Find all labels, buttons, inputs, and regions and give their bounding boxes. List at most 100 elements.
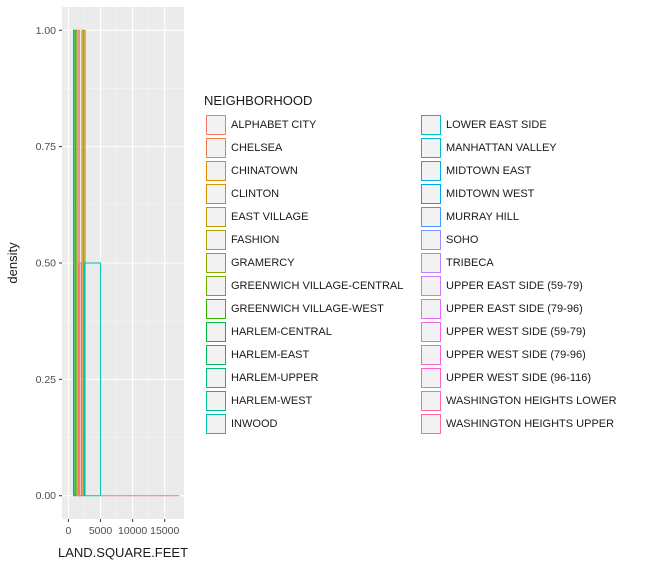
legend-item-label: UPPER EAST SIDE (79-96)	[446, 302, 583, 315]
legend-item-label: UPPER WEST SIDE (96-116)	[446, 371, 592, 384]
legend-key-swatch	[421, 367, 441, 388]
legend-item-murray-hill: MURRAY HILL	[421, 205, 617, 228]
legend-item-label: GREENWICH VILLAGE-WEST	[231, 302, 384, 315]
legend-column-left: ALPHABET CITY CHELSEA CHINATOWN CLINTON EAST…	[206, 113, 403, 435]
legend-item-tribeca: TRIBECA	[421, 251, 617, 274]
bar-upper-west-side-96-116	[78, 262, 82, 497]
legend-item-clinton: CLINTON	[206, 182, 403, 205]
legend-key-swatch	[421, 137, 441, 158]
legend-key-swatch	[206, 137, 226, 158]
legend-item-label: FASHION	[231, 233, 280, 246]
legend-item-label: WASHINGTON HEIGHTS LOWER	[446, 394, 617, 407]
legend-item-upper-west-side-59-79: UPPER WEST SIDE (59-79)	[421, 320, 617, 343]
legend-item-harlem-east: HARLEM-EAST	[206, 343, 403, 366]
legend-key-swatch	[421, 344, 441, 365]
y-tick-label: 1.00	[36, 25, 57, 37]
legend-key-swatch	[421, 183, 441, 204]
legend-item-label: MANHATTAN VALLEY	[446, 141, 557, 154]
legend-item-harlem-west: HARLEM-WEST	[206, 389, 403, 412]
legend-item-lower-east-side: LOWER EAST SIDE	[421, 113, 617, 136]
legend-key-swatch	[421, 298, 441, 319]
legend-item-chelsea: CHELSEA	[206, 136, 403, 159]
x-tick-label: 5000	[89, 525, 113, 537]
legend-item-label: GRAMERCY	[231, 256, 295, 269]
legend-key-swatch	[421, 114, 441, 135]
legend-item-chinatown: CHINATOWN	[206, 159, 403, 182]
bar-harlem-central	[73, 29, 76, 497]
legend-item-fashion: FASHION	[206, 228, 403, 251]
legend-key-swatch	[421, 275, 441, 296]
y-axis-label: density	[5, 242, 20, 284]
legend-key-swatch	[206, 344, 226, 365]
y-tick-label: 0.00	[36, 490, 57, 502]
legend-item-label: WASHINGTON HEIGHTS UPPER	[446, 417, 615, 430]
bar-greenwich-village-central	[74, 29, 78, 497]
legend-item-label: INWOOD	[231, 417, 278, 430]
legend-item-label: HARLEM-EAST	[231, 348, 310, 361]
legend-key-swatch	[206, 114, 226, 135]
legend-item-label: UPPER WEST SIDE (79-96)	[446, 348, 586, 361]
bar-inwood	[83, 262, 102, 497]
legend-item-label: MURRAY HILL	[446, 210, 519, 223]
legend-item-label: EAST VILLAGE	[231, 210, 309, 223]
legend-item-label: MIDTOWN WEST	[446, 187, 535, 200]
legend-item-upper-east-side-59-79: UPPER EAST SIDE (59-79)	[421, 274, 617, 297]
legend-item-label: HARLEM-CENTRAL	[231, 325, 332, 338]
legend-item-manhattan-valley: MANHATTAN VALLEY	[421, 136, 617, 159]
legend-item-label: CHINATOWN	[231, 164, 298, 177]
legend-item-midtown-east: MIDTOWN EAST	[421, 159, 617, 182]
legend-title: NEIGHBORHOOD	[204, 93, 313, 108]
y-tick-label: 0.25	[36, 374, 57, 386]
legend-item-soho: SOHO	[421, 228, 617, 251]
legend-item-upper-east-side-79-96: UPPER EAST SIDE (79-96)	[421, 297, 617, 320]
legend-item-upper-west-side-79-96: UPPER WEST SIDE (79-96)	[421, 343, 617, 366]
legend-item-label: UPPER EAST SIDE (59-79)	[446, 279, 583, 292]
legend-key-swatch	[206, 413, 226, 434]
legend-key-swatch	[421, 206, 441, 227]
legend-key-swatch	[206, 252, 226, 273]
legend-key-swatch	[206, 298, 226, 319]
legend-key-swatch	[206, 160, 226, 181]
legend-item-midtown-west: MIDTOWN WEST	[421, 182, 617, 205]
y-tick-label: 0.50	[36, 258, 57, 270]
x-tick-label: 15000	[150, 525, 179, 537]
legend-item-label: CLINTON	[231, 187, 280, 200]
legend-key-swatch	[421, 321, 441, 342]
legend-key-swatch	[421, 390, 441, 411]
legend-column-right: LOWER EAST SIDE MANHATTAN VALLEY MIDTOWN E…	[421, 113, 617, 435]
legend-item-washington-heights-upper: WASHINGTON HEIGHTS UPPER	[421, 412, 617, 435]
y-tick-label: 0.75	[36, 141, 57, 153]
legend-item-label: CHELSEA	[231, 141, 283, 154]
legend-item-gramercy: GRAMERCY	[206, 251, 403, 274]
legend-item-label: HARLEM-UPPER	[231, 371, 319, 384]
legend-key-swatch	[206, 206, 226, 227]
legend-key-swatch	[206, 275, 226, 296]
legend-key-swatch	[421, 229, 441, 250]
legend-item-label: ALPHABET CITY	[231, 118, 317, 131]
legend-item-harlem-central: HARLEM-CENTRAL	[206, 320, 403, 343]
legend-item-washington-heights-lower: WASHINGTON HEIGHTS LOWER	[421, 389, 617, 412]
legend-item-upper-west-side-96-116: UPPER WEST SIDE (96-116)	[421, 366, 617, 389]
legend-key-swatch	[206, 183, 226, 204]
x-axis-label: LAND.SQUARE.FEET	[58, 545, 188, 560]
legend-item-alphabet-city: ALPHABET CITY	[206, 113, 403, 136]
legend-item-label: LOWER EAST SIDE	[446, 118, 547, 131]
legend-item-label: HARLEM-WEST	[231, 394, 313, 407]
legend-item-east-village: EAST VILLAGE	[206, 205, 403, 228]
legend-item-greenwich-village-west: GREENWICH VILLAGE-WEST	[206, 297, 403, 320]
legend-item-label: TRIBECA	[446, 256, 494, 269]
legend-key-swatch	[206, 367, 226, 388]
bar-clinton	[81, 29, 84, 497]
legend-item-label: UPPER WEST SIDE (59-79)	[446, 325, 586, 338]
legend-key-swatch	[206, 229, 226, 250]
legend-item-label: GREENWICH VILLAGE-CENTRAL	[231, 279, 404, 292]
legend-item-greenwich-village-central: GREENWICH VILLAGE-CENTRAL	[206, 274, 403, 297]
legend-key-swatch	[421, 413, 441, 434]
legend-item-harlem-upper: HARLEM-UPPER	[206, 366, 403, 389]
x-tick-label: 0	[65, 525, 71, 537]
legend-item-label: MIDTOWN EAST	[446, 164, 532, 177]
legend-key-swatch	[421, 252, 441, 273]
legend-key-swatch	[206, 321, 226, 342]
legend-key-swatch	[206, 390, 226, 411]
